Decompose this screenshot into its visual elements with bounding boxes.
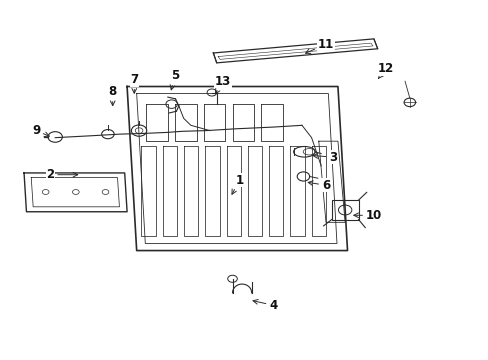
Text: 3: 3 [312,150,337,163]
Text: 1: 1 [231,174,244,194]
Text: 6: 6 [307,179,329,192]
Bar [331,200,358,220]
Text: 5: 5 [170,69,179,90]
Text: 13: 13 [214,75,231,94]
Text: 2: 2 [46,168,78,181]
Text: 9: 9 [32,124,49,137]
Text: 11: 11 [305,38,333,53]
Text: 10: 10 [353,209,381,222]
Text: 8: 8 [108,85,117,105]
Text: 4: 4 [253,299,277,312]
Text: 12: 12 [377,62,393,78]
Text: 7: 7 [130,73,138,93]
